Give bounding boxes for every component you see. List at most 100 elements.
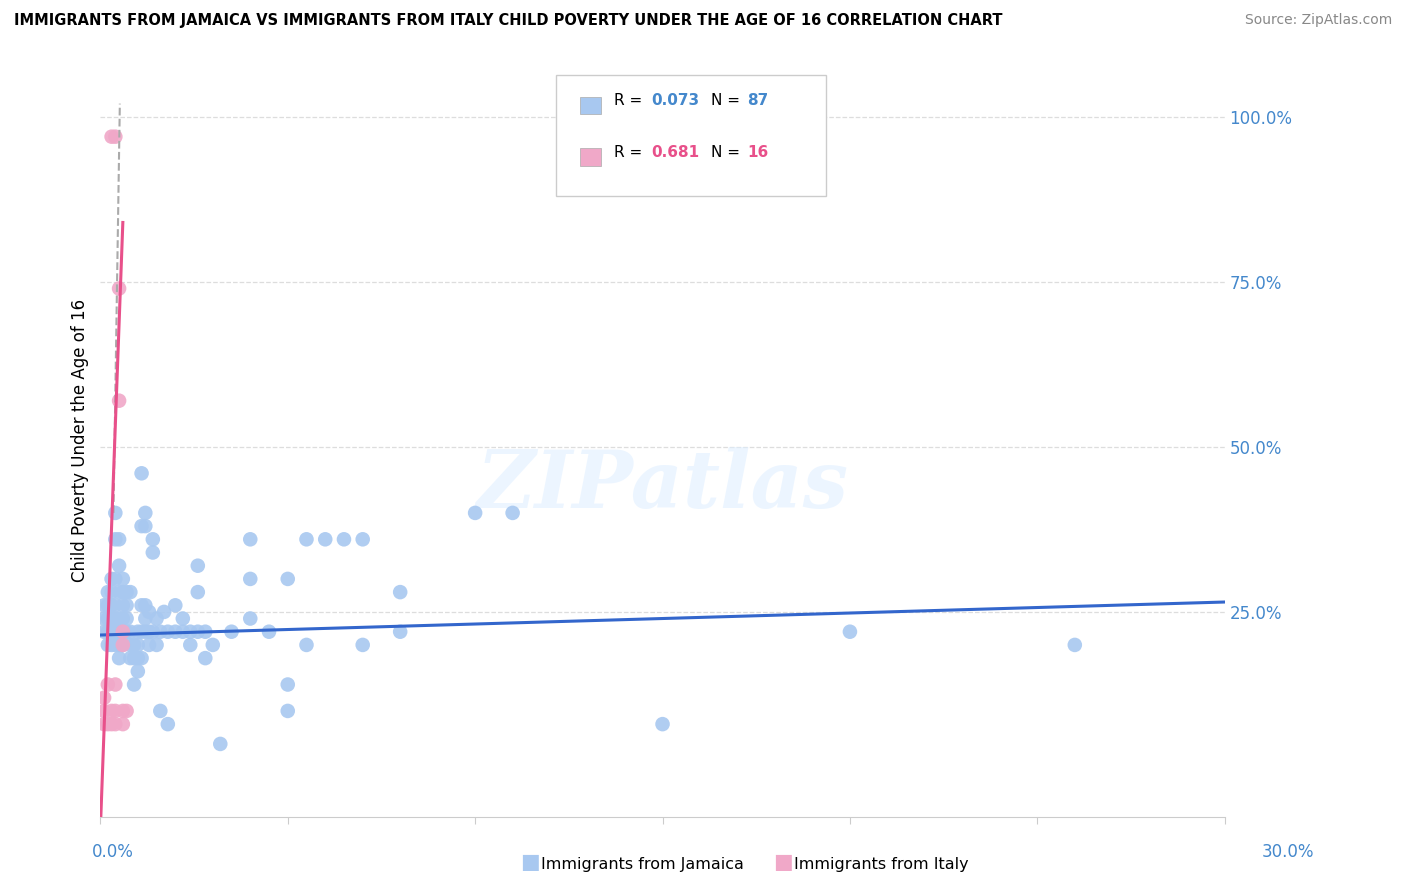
Point [104, 533, 127, 547]
Point [100, 704, 122, 718]
Point [104, 717, 127, 731]
Point [104, 638, 127, 652]
Text: Immigrants from Italy: Immigrants from Italy [794, 857, 969, 872]
Point [134, 506, 156, 520]
Text: N =: N = [711, 94, 745, 109]
Point [839, 624, 862, 639]
Point [194, 651, 217, 665]
Point [131, 519, 153, 533]
Y-axis label: Child Poverty Under the Age of 16: Child Poverty Under the Age of 16 [72, 299, 89, 582]
Point [97, 585, 120, 599]
Point [108, 611, 131, 625]
Point [156, 717, 179, 731]
Point [352, 533, 374, 547]
Point [352, 638, 374, 652]
Point [149, 704, 172, 718]
Point [120, 624, 142, 639]
Text: ■: ■ [773, 853, 793, 872]
Point [115, 624, 138, 639]
Point [93, 624, 115, 639]
Point [108, 624, 131, 639]
FancyBboxPatch shape [581, 97, 600, 114]
Point [108, 281, 131, 295]
Point [179, 638, 201, 652]
Point [93, 611, 115, 625]
Point [104, 599, 127, 613]
Point [277, 704, 299, 718]
Text: 30.0%: 30.0% [1263, 843, 1315, 861]
Point [156, 624, 179, 639]
Point [179, 624, 201, 639]
Point [149, 624, 172, 639]
Point [111, 572, 134, 586]
Point [108, 533, 131, 547]
Point [172, 611, 194, 625]
Point [165, 624, 187, 639]
FancyBboxPatch shape [581, 148, 600, 166]
Point [100, 129, 122, 144]
Text: 87: 87 [747, 94, 768, 109]
Point [115, 611, 138, 625]
Point [122, 677, 145, 691]
Point [104, 572, 127, 586]
Point [111, 624, 134, 639]
Point [97, 717, 120, 731]
Point [122, 638, 145, 652]
Point [142, 545, 165, 559]
Text: IMMIGRANTS FROM JAMAICA VS IMMIGRANTS FROM ITALY CHILD POVERTY UNDER THE AGE OF : IMMIGRANTS FROM JAMAICA VS IMMIGRANTS FR… [14, 13, 1002, 29]
Point [138, 638, 160, 652]
Text: 0.073: 0.073 [651, 94, 699, 109]
Point [187, 585, 209, 599]
Point [108, 585, 131, 599]
Point [277, 572, 299, 586]
Text: 0.0%: 0.0% [91, 843, 134, 861]
Point [172, 624, 194, 639]
Point [111, 704, 134, 718]
Point [187, 558, 209, 573]
Point [108, 393, 131, 408]
Point [97, 611, 120, 625]
Point [100, 585, 122, 599]
Point [122, 651, 145, 665]
Point [389, 585, 412, 599]
Point [111, 638, 134, 652]
Point [127, 665, 149, 679]
Point [108, 638, 131, 652]
Point [142, 533, 165, 547]
Point [314, 533, 336, 547]
Point [93, 717, 115, 731]
Text: R =: R = [614, 145, 647, 160]
Point [97, 638, 120, 652]
Point [464, 506, 486, 520]
Point [131, 651, 153, 665]
Text: ■: ■ [520, 853, 540, 872]
Point [111, 585, 134, 599]
Point [104, 129, 127, 144]
Point [142, 624, 165, 639]
Point [97, 677, 120, 691]
Point [100, 624, 122, 639]
Point [93, 599, 115, 613]
Point [104, 611, 127, 625]
Point [239, 533, 262, 547]
Text: Immigrants from Jamaica: Immigrants from Jamaica [541, 857, 744, 872]
Point [131, 624, 153, 639]
Point [93, 704, 115, 718]
Point [1063, 638, 1085, 652]
Point [100, 717, 122, 731]
Point [127, 651, 149, 665]
Point [111, 611, 134, 625]
Text: ZIPatlas: ZIPatlas [477, 447, 849, 524]
Point [111, 717, 134, 731]
Point [108, 558, 131, 573]
Point [97, 599, 120, 613]
Point [277, 677, 299, 691]
Point [295, 638, 318, 652]
Point [115, 585, 138, 599]
Point [145, 638, 167, 652]
Point [138, 605, 160, 619]
Point [134, 624, 156, 639]
Point [100, 572, 122, 586]
Point [108, 651, 131, 665]
Point [120, 651, 142, 665]
